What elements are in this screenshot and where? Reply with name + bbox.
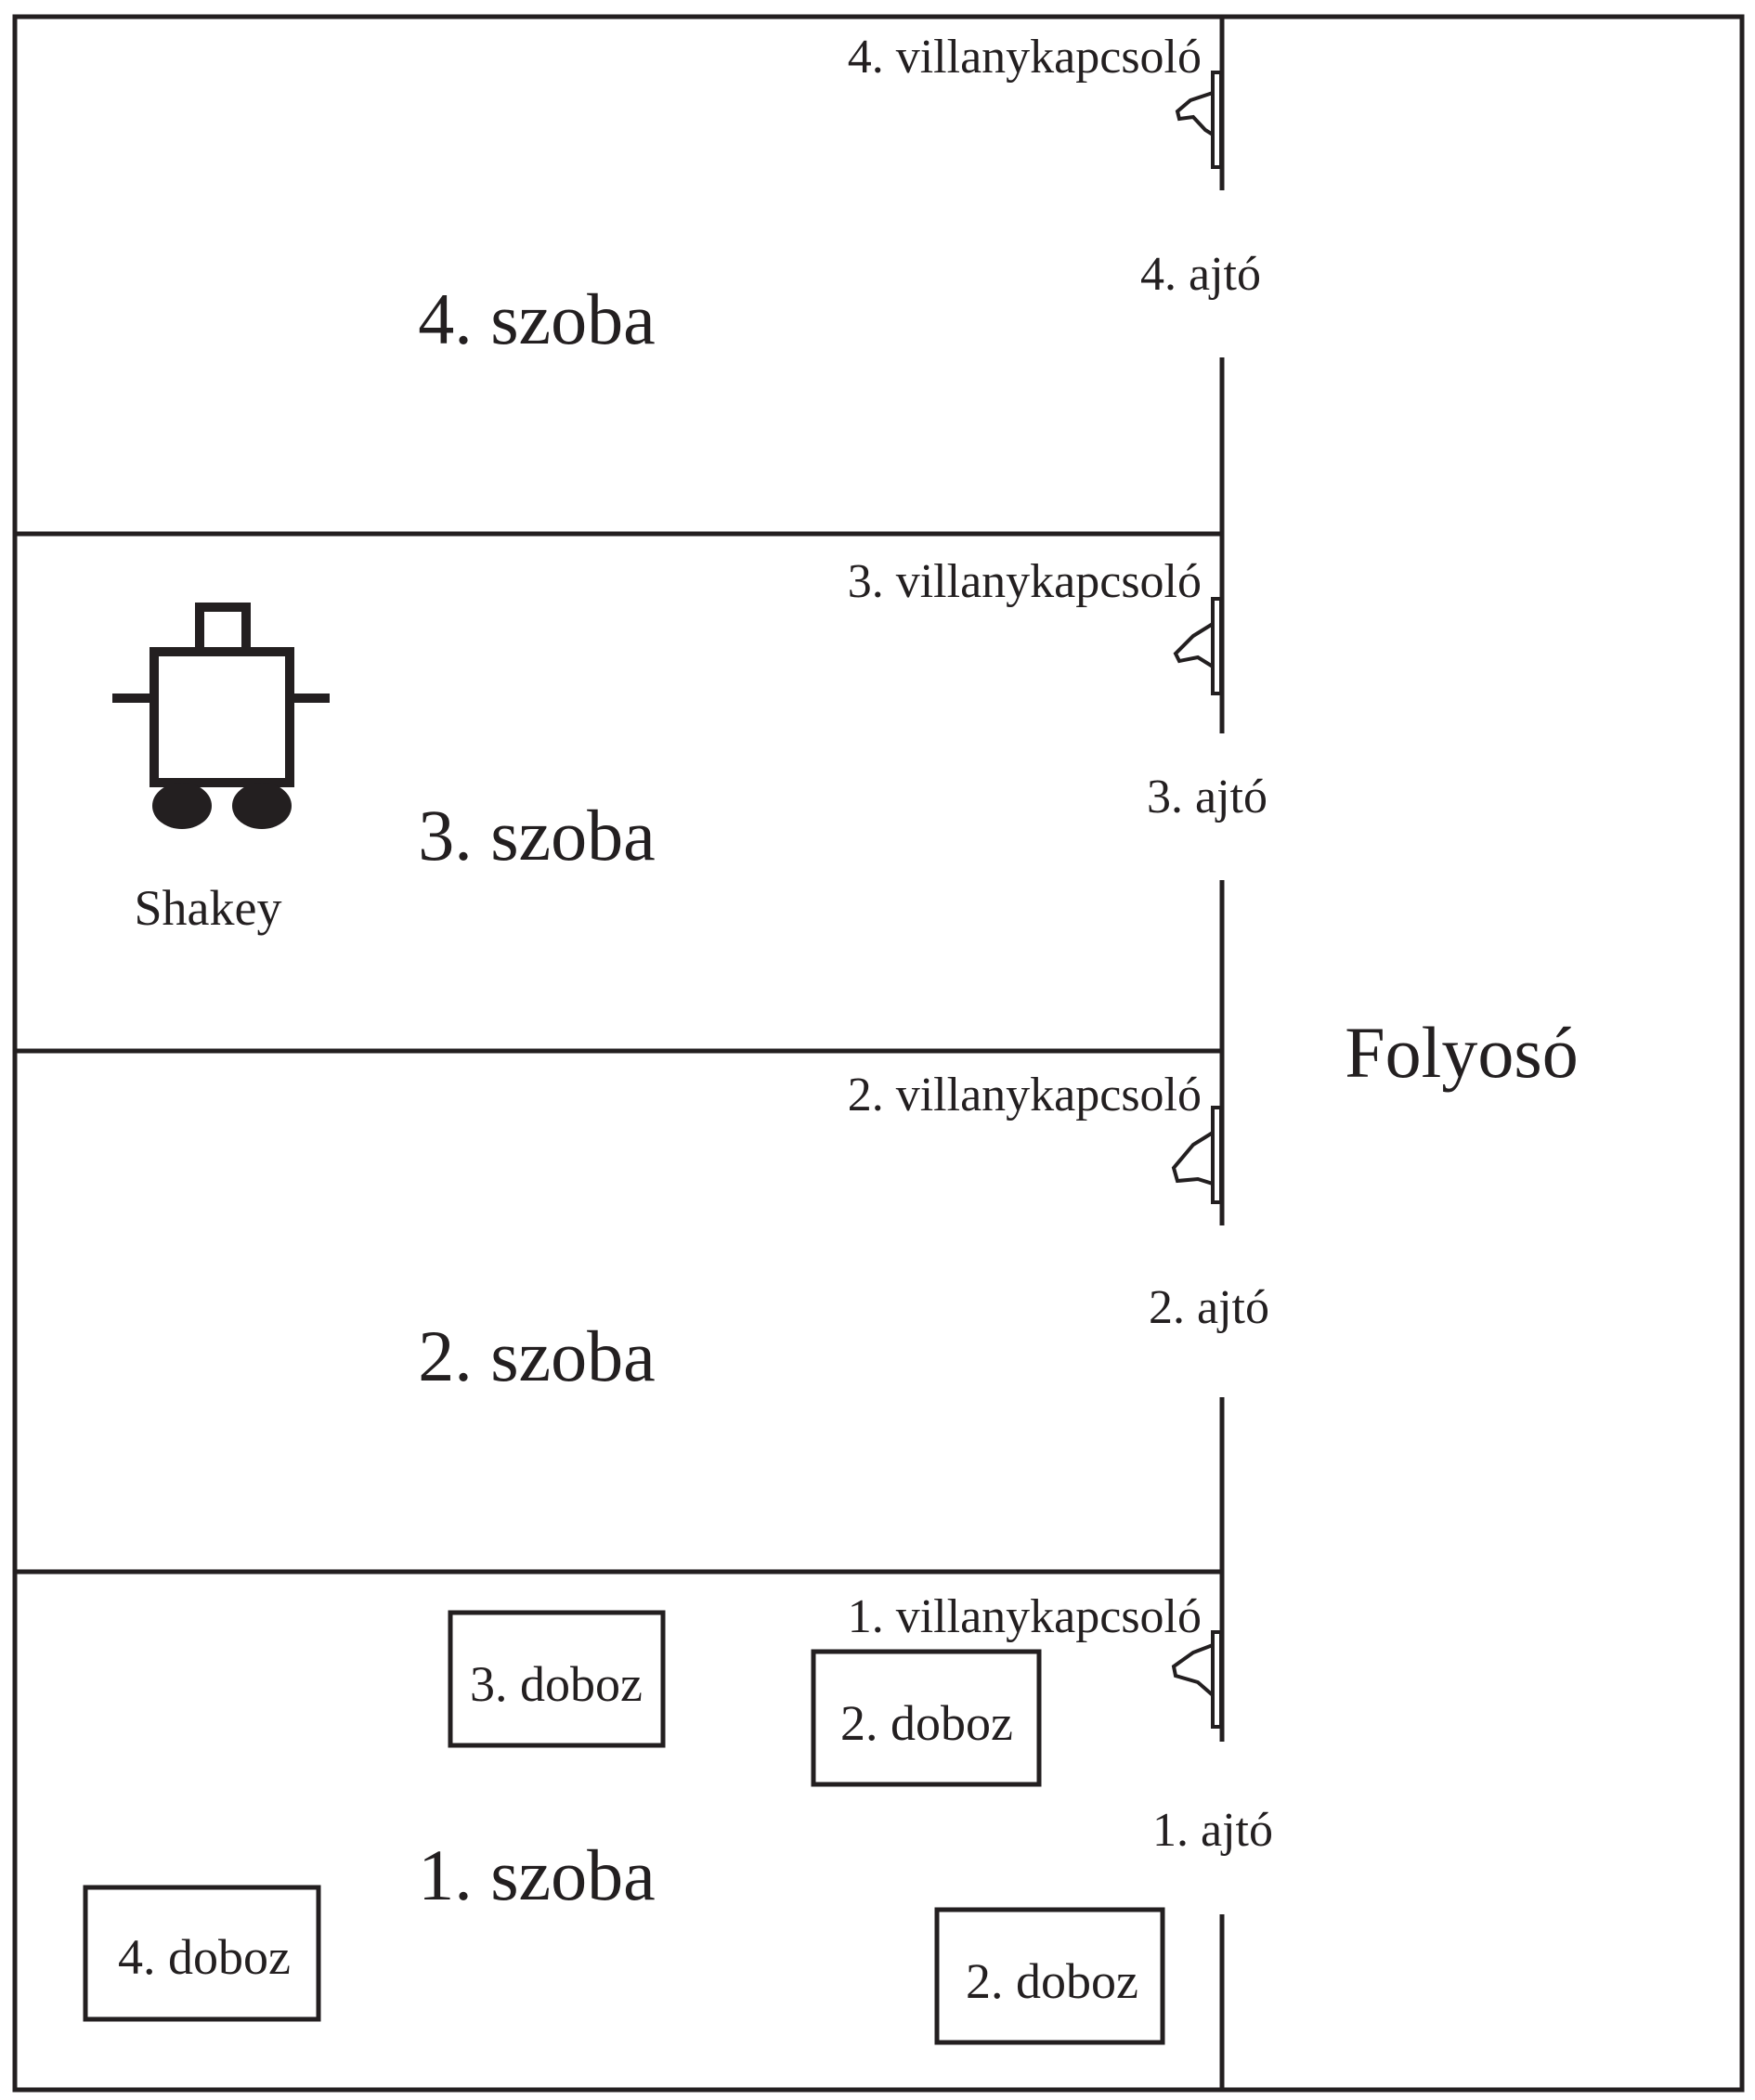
corridor-label: Folyosó bbox=[1345, 1012, 1578, 1093]
box-4-label: 4. doboz bbox=[118, 1929, 291, 1985]
door-1-label: 1. ajtó bbox=[1152, 1804, 1273, 1857]
switch-1-icon bbox=[1171, 1630, 1223, 1729]
box-4: 4. doboz bbox=[83, 1885, 321, 2022]
room-3-label: 3. szoba bbox=[418, 795, 656, 875]
box-3-label: 3. doboz bbox=[470, 1656, 643, 1712]
room-2-label: 2. szoba bbox=[418, 1316, 656, 1396]
switch-4-icon bbox=[1175, 71, 1223, 169]
room-1-label: 1. szoba bbox=[418, 1834, 656, 1915]
robot-icon bbox=[112, 603, 330, 829]
switch-1-label: 1. villanykapcsoló bbox=[848, 1590, 1202, 1643]
box-2a: 2. doboz bbox=[811, 1649, 1042, 1787]
switch-2-icon bbox=[1171, 1106, 1223, 1204]
robot-label: Shakey bbox=[135, 880, 282, 936]
box-2b: 2. doboz bbox=[934, 1907, 1165, 2045]
door-3-label: 3. ajtó bbox=[1147, 771, 1268, 823]
box-2b-label: 2. doboz bbox=[966, 1953, 1138, 2009]
door-2-label: 2. ajtó bbox=[1149, 1281, 1269, 1334]
switch-4-label: 4. villanykapcsoló bbox=[848, 31, 1202, 84]
box-2a-label: 2. doboz bbox=[840, 1695, 1013, 1751]
door-4-label: 4. ajtó bbox=[1140, 248, 1261, 301]
switch-3-icon bbox=[1173, 597, 1223, 695]
switch-3-label: 3. villanykapcsoló bbox=[848, 555, 1202, 608]
box-3: 3. doboz bbox=[448, 1610, 666, 1748]
room-4-label: 4. szoba bbox=[418, 279, 656, 359]
switch-2-label: 2. villanykapcsoló bbox=[848, 1069, 1202, 1121]
